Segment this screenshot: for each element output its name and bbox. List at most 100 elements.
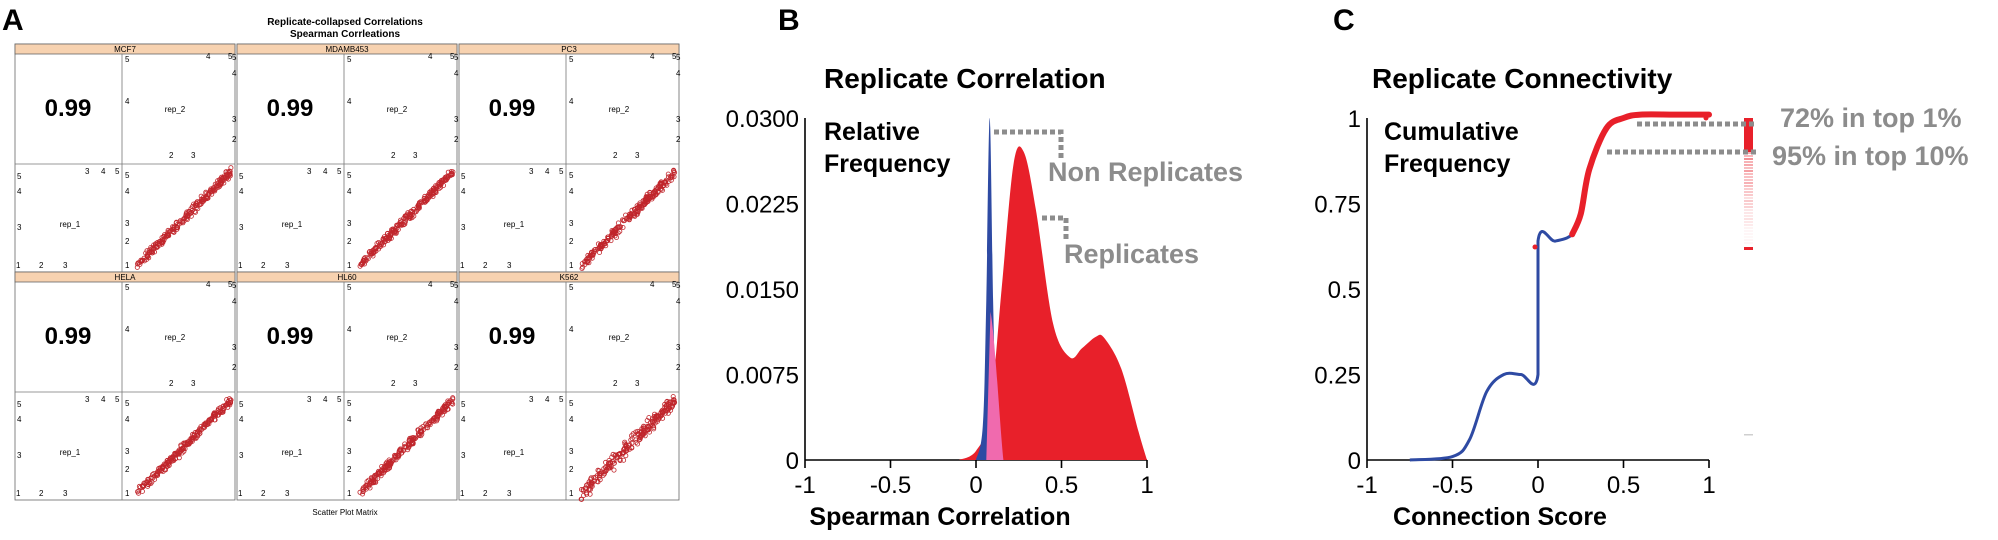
scatter-point xyxy=(203,191,209,197)
scatter-point xyxy=(140,484,146,490)
scatter-point xyxy=(581,492,587,498)
tick-label: 2 xyxy=(261,261,266,270)
scatter-point xyxy=(396,452,402,458)
tick-label: 2 xyxy=(676,363,681,372)
tick-label: 3 xyxy=(569,447,574,456)
tick-label: 2 xyxy=(569,465,574,474)
scatter-point xyxy=(403,216,409,222)
scatter-point xyxy=(359,491,365,497)
rep2-label: rep_2 xyxy=(609,105,630,114)
scatter-point xyxy=(416,205,422,211)
tick-label: 2 xyxy=(613,151,618,160)
scatter-point xyxy=(640,198,646,204)
scatter-point xyxy=(443,404,449,410)
tick-label: 5 xyxy=(347,399,352,408)
scatter-point xyxy=(449,400,455,406)
scatter-point xyxy=(196,202,202,208)
panel-c: C Replicate Connectivity 0 0.25 0.5 0.75 1 -… xyxy=(1314,4,1968,531)
scatter-point xyxy=(382,468,388,474)
scatter-point xyxy=(651,424,657,430)
scatter-point xyxy=(598,246,604,252)
tick-label: 4 xyxy=(206,52,211,61)
scatter-point xyxy=(436,185,442,191)
scatter-point xyxy=(672,399,678,405)
x-tick-label: 0.5 xyxy=(1607,472,1640,499)
scatter-point xyxy=(134,261,140,267)
rank-strip-tick xyxy=(1744,194,1753,196)
tick-label: 4 xyxy=(569,187,574,196)
tick-label: 5 xyxy=(569,283,574,292)
tick-label: 1 xyxy=(125,261,130,270)
tick-label: 1 xyxy=(347,261,352,270)
tick-label: 3 xyxy=(569,219,574,228)
matrix-cell-frame xyxy=(236,271,458,501)
tick-label: 3 xyxy=(507,489,512,498)
rank-strip-tick xyxy=(1744,155,1753,157)
annotation-top1: 72% in top 1% xyxy=(1780,103,1962,133)
scatter-point xyxy=(430,188,436,194)
scatter-point xyxy=(407,213,413,219)
rep1-label: rep_1 xyxy=(282,448,303,457)
scatter-point xyxy=(590,249,596,255)
tick-label: 4 xyxy=(347,187,352,196)
scatter-point xyxy=(579,265,585,271)
scatter-point xyxy=(438,177,444,183)
scatter-point xyxy=(582,259,588,265)
tick-label: 4 xyxy=(676,297,681,306)
tick-label: 5 xyxy=(347,283,352,292)
tick-label: 5 xyxy=(239,172,244,181)
rep1-label: rep_1 xyxy=(60,220,81,229)
strip-header xyxy=(458,43,680,55)
tick-label: 5 xyxy=(115,167,120,176)
rep1-label: rep_1 xyxy=(504,448,525,457)
scatter-point xyxy=(416,432,422,438)
tick-label: 5 xyxy=(347,171,352,180)
scatter-point xyxy=(139,488,145,494)
rep2-label: rep_2 xyxy=(165,333,186,342)
scatter-point xyxy=(434,414,440,420)
tick-label: 3 xyxy=(239,223,244,232)
panel-b-letter: B xyxy=(778,4,800,37)
tick-label: 3 xyxy=(307,395,312,404)
scatter-point xyxy=(605,463,611,469)
panel-b-ylabel-line2: Frequency xyxy=(824,150,951,178)
overlap-density xyxy=(986,311,1004,460)
scatter-point xyxy=(398,447,404,453)
tick-label: 3 xyxy=(635,379,640,388)
scatter-point xyxy=(388,460,394,466)
tick-label: 3 xyxy=(676,343,681,352)
scatter-point xyxy=(436,409,442,415)
tick-label: 2 xyxy=(454,135,459,144)
tick-label: 5 xyxy=(115,395,120,404)
x-tick-label: -1 xyxy=(794,472,815,499)
tick-label: 1 xyxy=(16,489,21,498)
panel-c-letter: C xyxy=(1333,4,1355,37)
tick-label: 4 xyxy=(428,52,433,61)
scatter-point xyxy=(412,209,418,215)
rep2-label: rep_2 xyxy=(165,105,186,114)
matrix-cell-frame xyxy=(458,271,680,501)
tick-label: 5 xyxy=(17,400,22,409)
rank-strip-tick xyxy=(1744,239,1753,241)
scatter-point xyxy=(445,399,451,405)
panel-b: B Replicate Correlation 0 0.0075 0.0150 0.0… xyxy=(726,4,1243,531)
scatter-point xyxy=(144,253,150,259)
scatter-point xyxy=(586,486,592,492)
y-tick-label: 0 xyxy=(1348,448,1361,475)
panel-c-x-ticks: -1 -0.5 0 0.5 1 xyxy=(1356,460,1716,499)
scatter-point xyxy=(635,428,641,434)
scatter-point xyxy=(138,259,144,265)
scatter-point xyxy=(395,226,401,232)
rank-strip-tick xyxy=(1744,158,1753,160)
tick-label: 2 xyxy=(569,237,574,246)
scatter-point xyxy=(211,410,217,416)
scatter-point xyxy=(636,204,642,210)
scatter-point xyxy=(192,429,198,435)
scatter-point xyxy=(389,230,395,236)
rep1-label: rep_1 xyxy=(504,220,525,229)
scatter-point xyxy=(182,440,188,446)
scatter-point xyxy=(377,244,383,250)
scatter-point xyxy=(423,421,429,427)
scatter-point xyxy=(178,442,184,448)
scatter-point xyxy=(450,401,456,407)
